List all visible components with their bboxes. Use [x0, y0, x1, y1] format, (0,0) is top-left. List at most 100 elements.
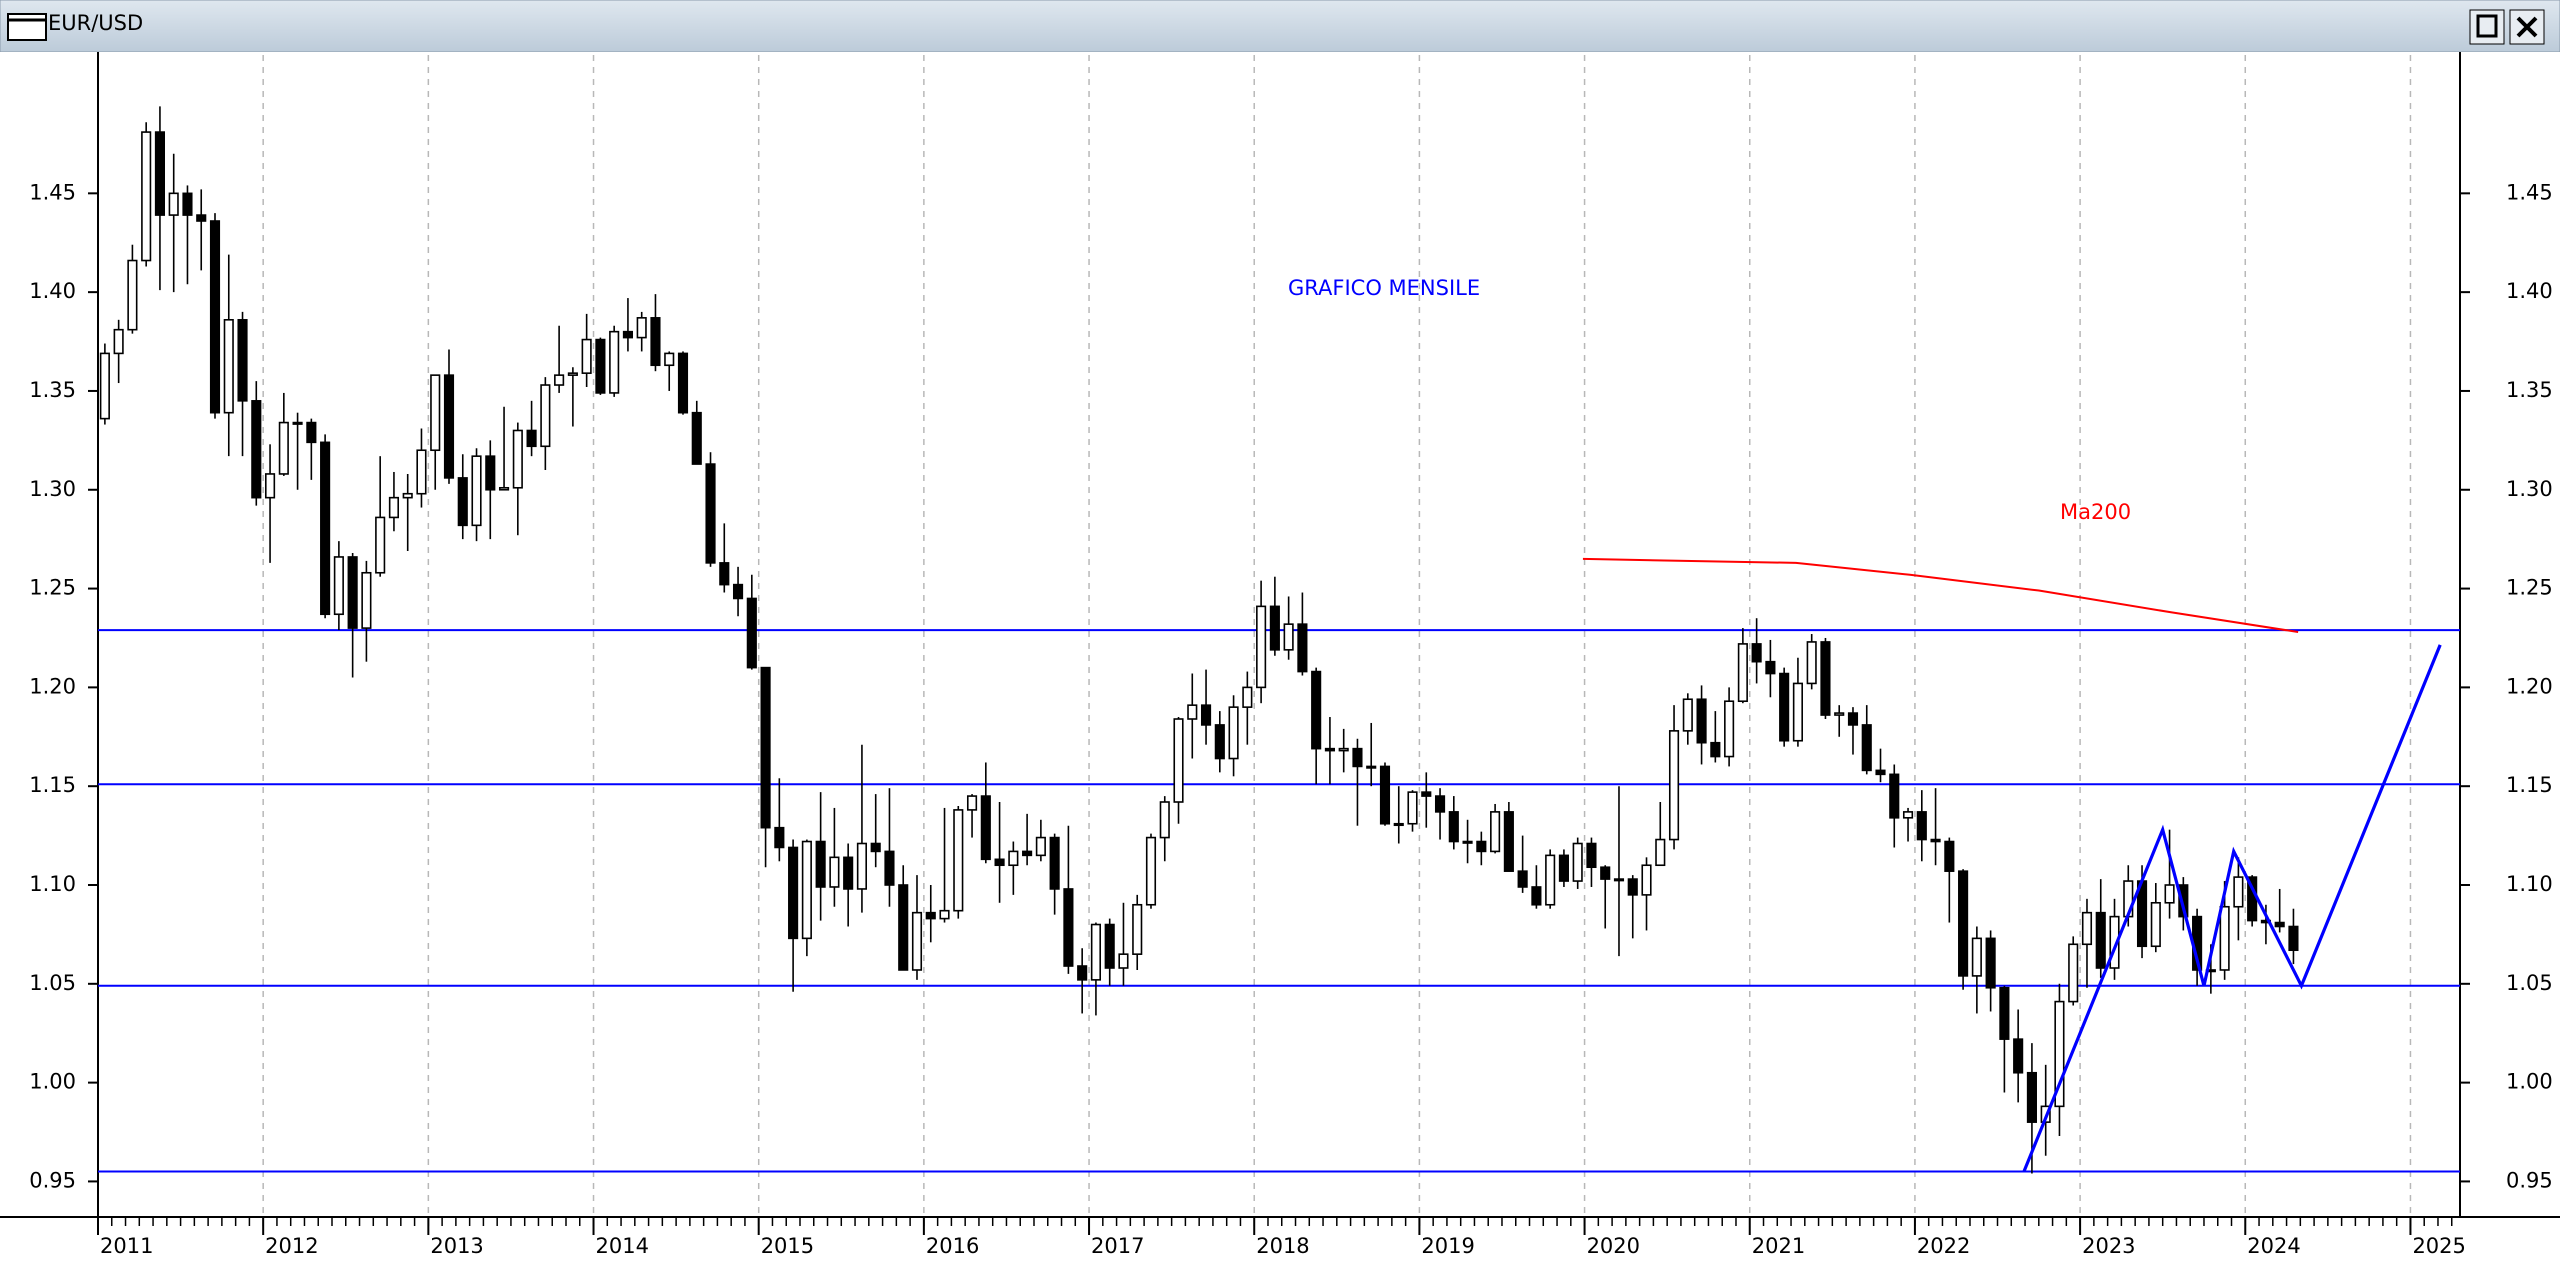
candle-body — [141, 131, 152, 262]
candle-body — [581, 338, 592, 374]
pattern-line — [2022, 644, 2442, 1173]
x-tick-label: 2012 — [265, 1234, 318, 1258]
candle-body — [1820, 641, 1831, 716]
y-tick-label: 1.30 — [2506, 477, 2553, 501]
y-tick-label: 1.15 — [29, 773, 76, 797]
candle-body — [843, 856, 854, 890]
candle-body — [898, 884, 909, 971]
candle-body — [1558, 854, 1569, 882]
candle-body — [609, 330, 620, 394]
candle-body — [677, 352, 689, 414]
candle-body — [1916, 811, 1927, 841]
y-tick-label: 1.20 — [29, 674, 76, 698]
candle-body — [939, 909, 950, 920]
candle-body — [375, 516, 386, 574]
candle-body — [1806, 641, 1817, 685]
candle-body — [306, 421, 317, 444]
candle-body — [1434, 795, 1446, 813]
window-title: EUR/USD — [48, 11, 143, 35]
candle-body — [1476, 840, 1487, 853]
close-button[interactable] — [2509, 9, 2545, 45]
candle-body — [953, 809, 964, 912]
candle-body — [2068, 943, 2079, 1003]
candle-body — [911, 911, 923, 971]
candle-body — [1159, 801, 1170, 839]
x-tick-label: 2025 — [2412, 1234, 2465, 1258]
chart-annotation: GRAFICO MENSILE — [1288, 276, 1480, 300]
candle-body — [196, 214, 207, 222]
candle-body — [994, 858, 1005, 867]
candle-body — [1090, 923, 1101, 981]
candle-body — [1861, 724, 1872, 772]
candle-body — [554, 374, 565, 386]
candle-body — [388, 496, 400, 519]
candle-body — [1696, 698, 1707, 744]
candle-body — [1338, 747, 1349, 752]
candle-body — [402, 492, 413, 499]
candle-body — [1256, 605, 1267, 689]
x-tick-label: 2024 — [2247, 1234, 2300, 1258]
candle-body — [2081, 911, 2093, 946]
candle-body — [788, 846, 799, 940]
candle-body — [1682, 698, 1693, 732]
candle-body — [1145, 836, 1157, 906]
y-tick-label: 1.30 — [29, 477, 76, 501]
candle-body — [1586, 842, 1597, 869]
series-label: Ma200 — [2060, 500, 2131, 524]
y-tick-label: 1.35 — [2506, 378, 2553, 402]
candle-body — [2178, 884, 2189, 918]
candle-body — [2150, 901, 2161, 948]
candle-body — [182, 192, 193, 216]
window-icon — [7, 13, 47, 41]
candle-body — [99, 352, 110, 420]
maximize-button[interactable] — [2469, 9, 2505, 45]
candle-body — [320, 441, 331, 616]
candle-body — [333, 556, 344, 616]
candle-body — [2219, 905, 2230, 971]
candle-body — [1035, 836, 1046, 857]
candle-body — [113, 328, 124, 355]
x-tick-label: 2021 — [1752, 1234, 1805, 1258]
y-tick-label: 1.00 — [2506, 1070, 2553, 1094]
candle-body — [1792, 682, 1803, 742]
candle-body — [1366, 765, 1377, 769]
candle-body — [471, 455, 482, 527]
candle-body — [1641, 864, 1652, 896]
candle-body — [1875, 769, 1886, 776]
candle-body — [664, 352, 675, 367]
candle-body — [1944, 840, 1955, 872]
y-tick-label: 1.25 — [2506, 576, 2553, 600]
candle-body — [980, 795, 991, 861]
y-tick-label: 1.20 — [2506, 674, 2553, 698]
candle-body — [1063, 888, 1074, 967]
candle-body — [1104, 923, 1115, 969]
candle-body — [856, 842, 868, 890]
candle-body — [1008, 850, 1019, 867]
candle-body — [732, 583, 744, 600]
candle-body — [1971, 937, 1982, 977]
candle-body — [1710, 741, 1721, 758]
x-tick-label: 2023 — [2082, 1234, 2135, 1258]
candle-body — [443, 374, 455, 479]
candle-body — [2095, 911, 2106, 969]
candle-body — [829, 856, 840, 888]
candle-body — [1600, 866, 1611, 880]
candle-body — [526, 429, 537, 448]
candle-body — [1737, 643, 1748, 703]
candle-body — [1531, 886, 1542, 906]
candle-body — [2233, 876, 2244, 908]
candle-body — [1490, 811, 1501, 853]
candle-body — [1751, 643, 1762, 663]
candle-body — [1242, 686, 1253, 708]
candle-body — [1613, 878, 1625, 882]
candle-body — [264, 473, 276, 499]
candle-body — [2164, 884, 2175, 904]
y-tick-label: 1.15 — [2506, 773, 2553, 797]
candle-body — [1889, 773, 1900, 819]
candle-body — [1517, 870, 1528, 888]
candle-body — [1999, 986, 2010, 1040]
candle-body — [278, 421, 289, 475]
candle-body — [2013, 1038, 2024, 1074]
candle-body — [1985, 937, 1996, 989]
